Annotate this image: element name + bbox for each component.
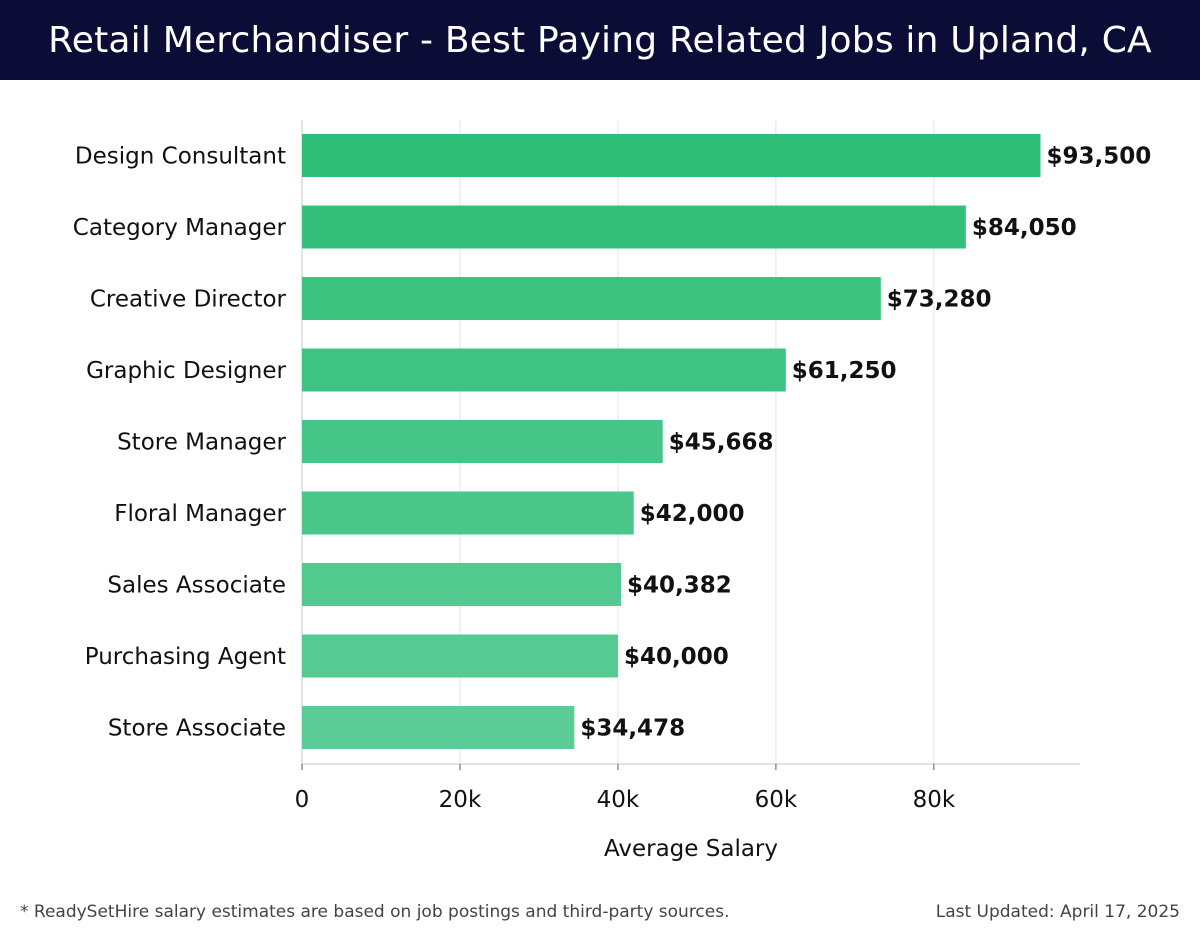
value-label: $73,280 bbox=[887, 287, 992, 313]
x-tick-label: 20k bbox=[439, 787, 482, 813]
bar bbox=[302, 348, 786, 392]
bar bbox=[302, 134, 1041, 177]
page-title: Retail Merchandiser - Best Paying Relate… bbox=[48, 19, 1152, 61]
value-label: $40,000 bbox=[624, 644, 729, 670]
footer-disclaimer: * ReadySetHire salary estimates are base… bbox=[20, 902, 730, 922]
category-label: Store Manager bbox=[117, 430, 286, 456]
category-label: Category Manager bbox=[73, 215, 287, 241]
x-tick-label: 0 bbox=[295, 787, 310, 813]
value-label: $84,050 bbox=[972, 215, 1077, 241]
bar bbox=[302, 706, 575, 749]
bar bbox=[302, 634, 618, 678]
chart-header: Retail Merchandiser - Best Paying Relate… bbox=[0, 0, 1200, 80]
category-label: Sales Associate bbox=[107, 573, 286, 599]
salary-bar-chart: 0 20k 40k 60k 80k Design Consultant $93,500 Cat… bbox=[73, 120, 1152, 862]
bar bbox=[302, 277, 881, 320]
value-label: $61,250 bbox=[792, 358, 897, 384]
bar bbox=[302, 205, 966, 249]
x-axis-title: Average Salary bbox=[604, 836, 778, 862]
value-label: $34,478 bbox=[580, 716, 685, 742]
bar bbox=[302, 563, 621, 606]
category-label: Store Associate bbox=[108, 716, 286, 742]
last-updated-text: Last Updated: April 17, 2025 bbox=[935, 902, 1180, 922]
category-label: Graphic Designer bbox=[86, 358, 286, 384]
bar bbox=[302, 491, 634, 535]
value-label: $40,382 bbox=[627, 573, 732, 599]
category-label: Floral Manager bbox=[114, 501, 286, 527]
x-tick-label: 80k bbox=[913, 787, 956, 813]
value-label: $45,668 bbox=[669, 430, 774, 456]
bar bbox=[302, 420, 663, 463]
x-tick-label: 60k bbox=[755, 787, 798, 813]
value-label: $42,000 bbox=[640, 501, 745, 527]
category-label: Purchasing Agent bbox=[85, 644, 286, 670]
value-label: $93,500 bbox=[1047, 144, 1152, 170]
x-tick-label: 40k bbox=[597, 787, 640, 813]
category-label: Design Consultant bbox=[75, 144, 286, 170]
category-label: Creative Director bbox=[90, 287, 287, 313]
